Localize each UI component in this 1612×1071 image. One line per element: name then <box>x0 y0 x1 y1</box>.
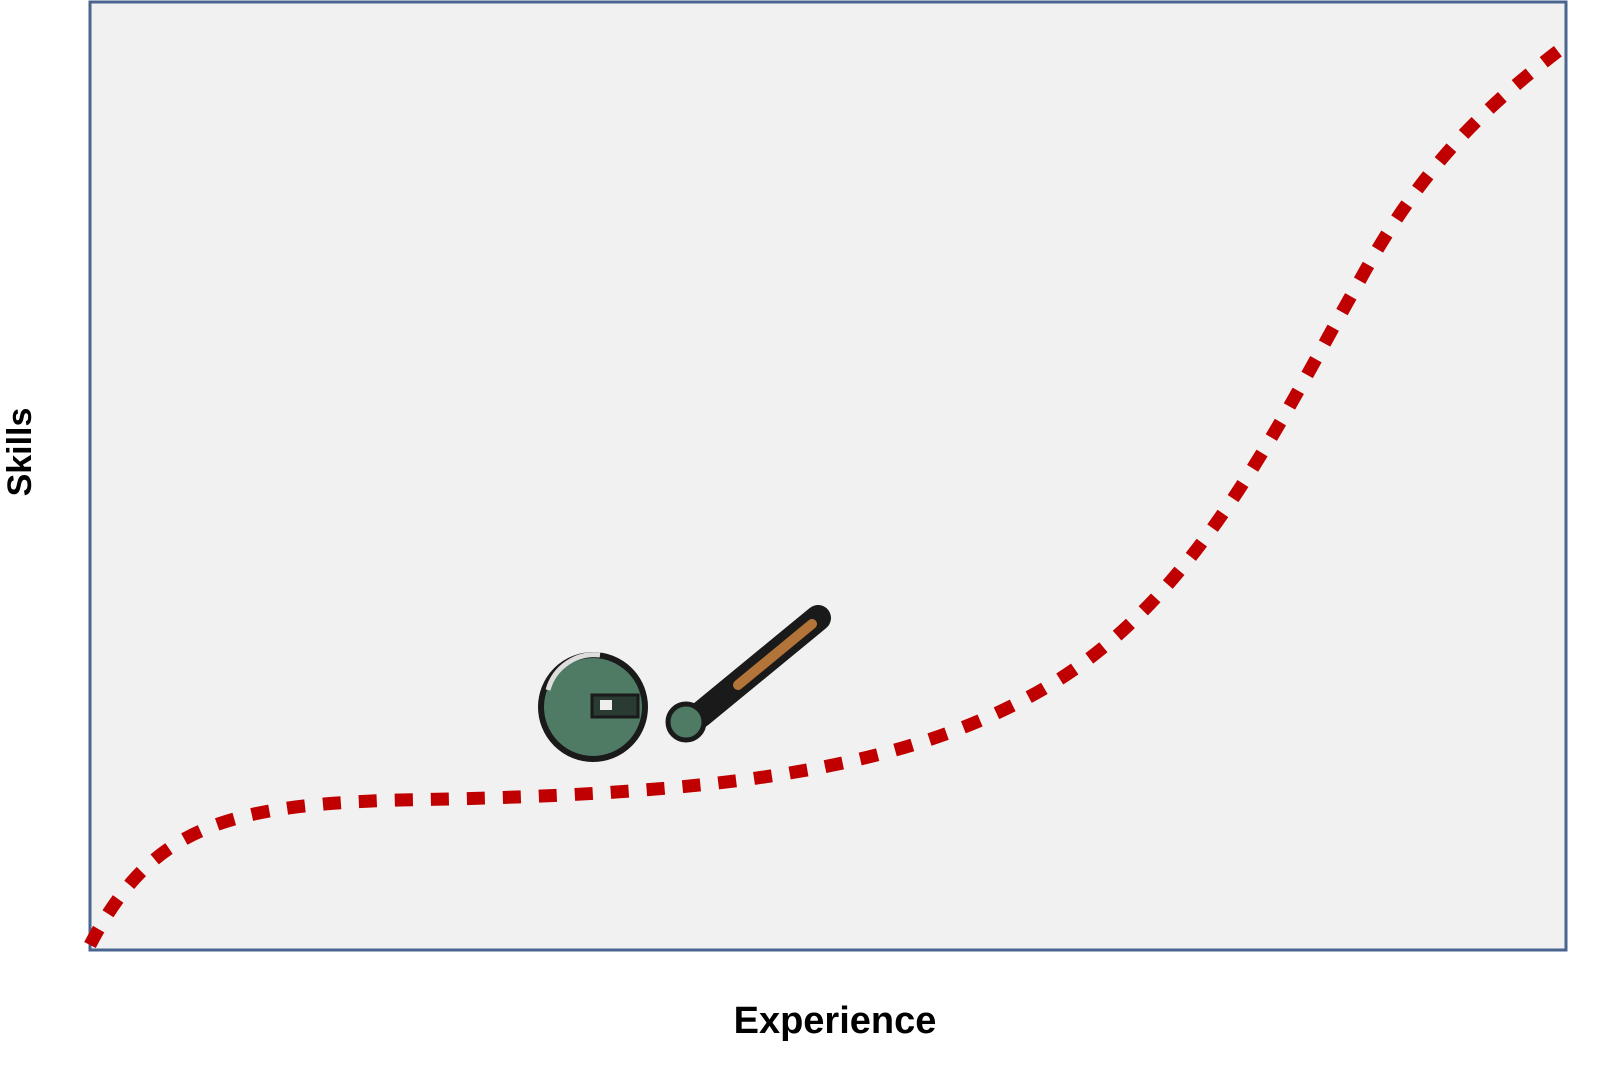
y-axis-label: Skills <box>1 408 39 497</box>
character-sprite <box>538 605 831 762</box>
plot-area <box>88 0 1568 952</box>
x-axis-label: Experience <box>734 1000 937 1042</box>
